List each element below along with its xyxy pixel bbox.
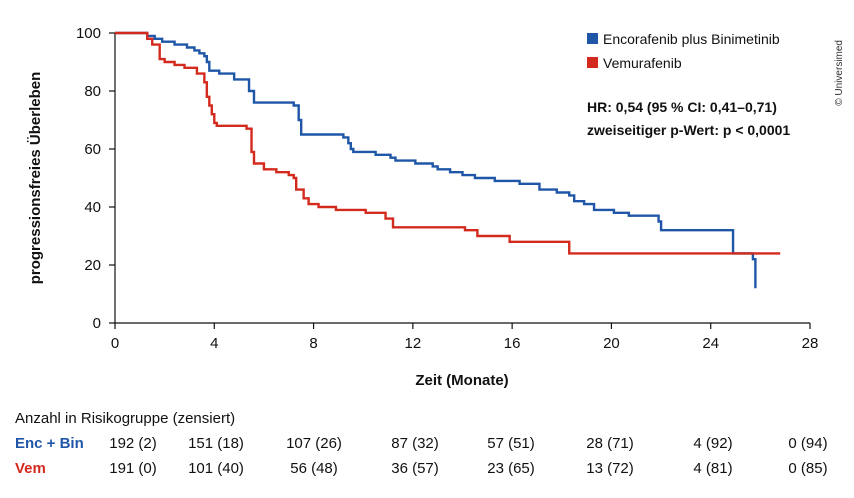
risk-row-vem: Vem 191 (0) 101 (40) 56 (48) 36 (57) 23 …: [0, 460, 854, 480]
y-axis-title: progressionsfreies Überleben: [27, 72, 44, 285]
x-tick-label: 24: [702, 335, 719, 352]
x-tick-label: 4: [210, 335, 218, 352]
risk-cell: 107 (26): [286, 435, 342, 452]
risk-cell: 4 (92): [693, 435, 733, 452]
risk-row-enc-bin: Enc + Bin 192 (2) 151 (18) 107 (26) 87 (…: [0, 435, 854, 455]
axis-ticks: 0 4 8 12 16 20 24 28 0 20 40 60 80 100: [76, 25, 818, 352]
x-tick-label: 20: [603, 335, 620, 352]
legend-label-encorafenib: Encorafenib plus Binimetinib: [603, 31, 780, 47]
risk-row-label: Vem: [15, 460, 46, 477]
risk-cell: 57 (51): [487, 435, 535, 452]
risk-cell: 36 (57): [391, 460, 439, 477]
legend-swatch-vemurafenib: [587, 57, 598, 68]
risk-cell: 23 (65): [487, 460, 535, 477]
y-tick-label: 100: [76, 25, 101, 42]
risk-cell: 0 (85): [788, 460, 828, 477]
x-tick-label: 16: [504, 335, 521, 352]
x-tick-label: 8: [309, 335, 317, 352]
x-axis-title: Zeit (Monate): [415, 372, 508, 389]
series-line-vemurafenib: [115, 31, 781, 255]
risk-cell: 191 (0): [109, 460, 157, 477]
legend-swatch-encorafenib: [587, 33, 598, 44]
risk-cell: 0 (94): [788, 435, 828, 452]
series-layer: [115, 31, 781, 289]
x-tick-label: 28: [802, 335, 819, 352]
hazard-ratio-annotation: HR: 0,54 (95 % CI: 0,41–0,71): [587, 99, 777, 115]
y-tick-label: 80: [84, 83, 101, 100]
risk-row-label: Enc + Bin: [15, 435, 84, 452]
p-value-annotation: zweiseitiger p-Wert: p < 0,0001: [587, 122, 790, 138]
legend-label-vemurafenib: Vemurafenib: [603, 55, 682, 71]
x-tick-label: 0: [111, 335, 119, 352]
risk-cell: 13 (72): [586, 460, 634, 477]
series-line-encorafenib: [115, 31, 757, 289]
y-tick-label: 0: [93, 315, 101, 332]
x-tick-label: 12: [405, 335, 422, 352]
risk-cell: 151 (18): [188, 435, 244, 452]
risk-cell: 101 (40): [188, 460, 244, 477]
risk-cell: 192 (2): [109, 435, 157, 452]
risk-cell: 4 (81): [693, 460, 733, 477]
legend: Encorafenib plus Binimetinib Vemurafenib: [587, 31, 780, 71]
risk-cell: 28 (71): [586, 435, 634, 452]
risk-cell: 87 (32): [391, 435, 439, 452]
y-tick-label: 40: [84, 199, 101, 216]
risk-cell: 56 (48): [290, 460, 338, 477]
risk-table-title: Anzahl in Risikogruppe (zensiert): [15, 410, 236, 427]
credit-watermark: © Universimed: [834, 40, 845, 106]
y-tick-label: 60: [84, 141, 101, 158]
y-tick-label: 20: [84, 257, 101, 274]
